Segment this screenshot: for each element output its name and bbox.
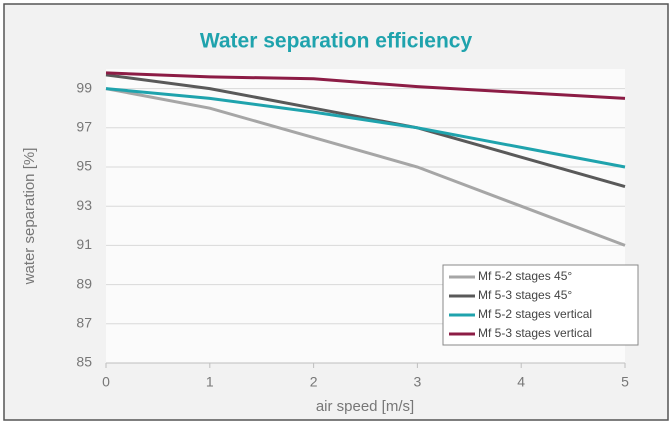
legend-label: Mf 5-3 stages 45° [478, 288, 572, 302]
y-tick-label: 87 [76, 315, 92, 331]
y-tick-label: 95 [76, 158, 92, 174]
x-tick-label: 3 [414, 374, 422, 390]
y-tick-label: 99 [76, 79, 92, 95]
series-line [105, 87, 626, 169]
series-line [105, 71, 626, 100]
legend-label: Mf 5-2 stages 45° [478, 269, 572, 283]
y-axis-label: water separation [%] [21, 148, 38, 286]
x-tick-label: 2 [310, 374, 318, 390]
y-tick-label: 85 [76, 354, 92, 370]
x-tick-label: 0 [102, 374, 110, 390]
legend-label: Mf 5-2 stages vertical [478, 307, 592, 321]
series-line [105, 87, 626, 247]
chart-title: Water separation efficiency [200, 30, 473, 53]
x-tick-label: 5 [621, 374, 629, 390]
legend-label: Mf 5-3 stages vertical [478, 326, 592, 340]
legend-box [442, 264, 639, 346]
y-tick-label: 91 [76, 236, 92, 252]
y-tick-label: 97 [76, 119, 92, 135]
series-line [105, 73, 626, 189]
y-tick-label: 89 [76, 275, 92, 291]
x-axis-label: air speed [m/s] [316, 398, 414, 415]
x-tick-label: 4 [517, 374, 525, 390]
y-tick-label: 93 [76, 197, 92, 213]
x-tick-label: 1 [206, 374, 214, 390]
